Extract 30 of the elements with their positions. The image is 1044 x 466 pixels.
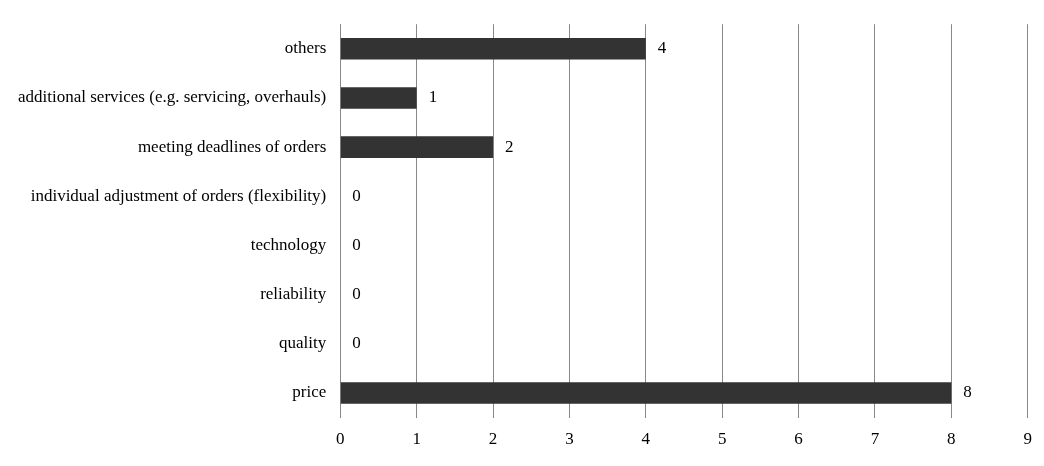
y-tick-label: additional services (e.g. servicing, overhauls) <box>17 87 327 107</box>
bar <box>340 37 646 60</box>
bar <box>340 136 494 158</box>
data-label: 8 <box>963 382 972 402</box>
y-tick-label: reliability <box>260 284 327 304</box>
y-tick-label: others <box>284 38 327 58</box>
x-tick-label: 9 <box>1023 429 1032 449</box>
data-label: 2 <box>505 136 514 156</box>
data-label: 0 <box>352 234 361 254</box>
data-label: 1 <box>428 87 438 107</box>
y-tick-label: price <box>292 382 327 402</box>
y-tick-label: individual adjustment of orders (flexibility) <box>30 185 327 205</box>
x-tick-label: 3 <box>565 429 574 449</box>
y-tick-label: quality <box>279 333 327 353</box>
bar <box>340 87 417 109</box>
x-tick-label: 1 <box>412 429 421 449</box>
bar <box>340 382 952 404</box>
data-label: 0 <box>352 185 361 205</box>
x-tick-label: 7 <box>870 429 880 449</box>
data-label: 0 <box>352 284 361 304</box>
x-tick-label: 2 <box>488 429 498 449</box>
y-tick-label: technology <box>250 234 327 254</box>
x-tick-label: 4 <box>641 429 651 449</box>
x-tick-label: 8 <box>947 429 956 449</box>
data-label: 4 <box>657 38 667 58</box>
data-label: 0 <box>352 333 361 353</box>
x-tick-label: 6 <box>794 429 803 449</box>
x-tick-label: 0 <box>336 429 345 449</box>
y-tick-label: meeting deadlines of orders <box>137 136 327 156</box>
x-tick-label: 5 <box>717 429 727 449</box>
